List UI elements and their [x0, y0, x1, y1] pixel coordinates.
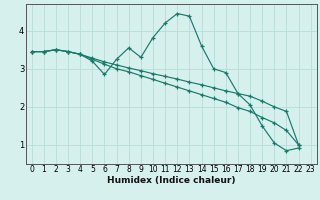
X-axis label: Humidex (Indice chaleur): Humidex (Indice chaleur)	[107, 176, 236, 185]
